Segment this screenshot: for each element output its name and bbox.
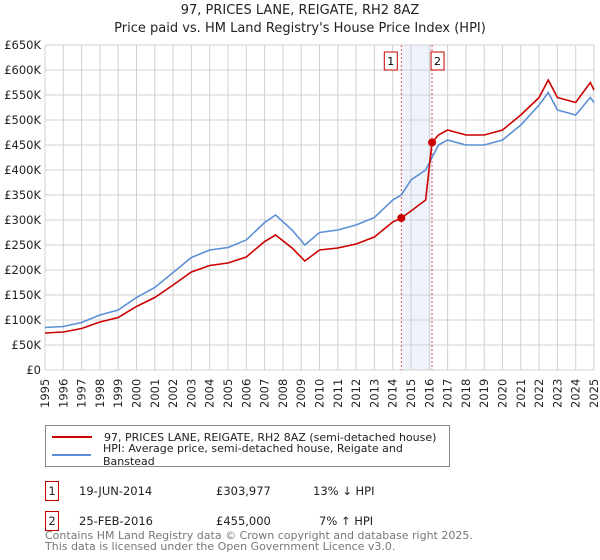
x-tick-label: 2001 [148,379,162,408]
x-tick-label: 2003 [184,379,198,408]
sale-hpi-diff: 7% ↑ HPI [319,514,374,528]
x-tick-label: 2014 [386,379,400,408]
legend-label-property: 97, PRICES LANE, REIGATE, RH2 8AZ (semi-… [104,430,437,444]
sale-flag-label: 1 [387,55,394,68]
y-tick-label: £450K [4,138,41,152]
x-tick-label: 2005 [221,379,235,408]
y-tick-label: £500K [4,113,41,127]
x-tick-label: 2017 [441,379,455,408]
x-tick-label: 2022 [532,379,546,408]
y-tick-label: £300K [4,213,41,227]
x-tick-label: 1998 [93,379,107,408]
property-series-line [44,78,595,334]
y-tick-label: £0 [26,363,41,377]
x-tick-label: 2006 [239,379,253,408]
sale-date: 19-JUN-2014 [79,484,153,498]
x-tick-label: 1997 [75,379,89,408]
x-tick-label: 2023 [550,379,564,408]
chart-subtitle: Price paid vs. HM Land Registry's House … [114,21,486,36]
x-tick-label: 2007 [258,379,272,408]
x-tick-label: 2019 [477,379,491,408]
x-tick-label: 2020 [496,379,510,408]
footer-line: Contains HM Land Registry data © Crown c… [45,529,473,542]
sale-flag-box [430,51,445,71]
x-tick-label: 2013 [367,379,381,408]
x-tick-label: 2009 [294,379,308,408]
x-tick-label: 2010 [313,379,327,408]
y-tick-label: £600K [4,63,41,77]
y-tick-label: £100K [4,313,41,327]
sale-flag-box [383,51,398,71]
x-tick-label: 1999 [111,379,125,408]
x-tick-label: 1996 [56,379,70,408]
sale-price: £455,000 [216,514,271,528]
legend-swatch-property [52,436,92,438]
y-tick-label: £150K [4,288,41,302]
footer-line: This data is licensed under the Open Gov… [45,540,396,553]
sale-hpi-diff: 13% ↓ HPI [313,484,375,498]
y-tick-label: £250K [4,238,41,252]
x-tick-label: 2015 [404,379,418,408]
y-tick-label: £400K [4,163,41,177]
x-tick-label: 2025 [587,379,600,408]
x-tick-label: 2004 [203,379,217,408]
sale-point [397,214,406,223]
y-tick-label: £200K [4,263,41,277]
x-tick-label: 2002 [166,379,180,408]
sale-marker-label: 1 [45,481,59,501]
legend: 97, PRICES LANE, REIGATE, RH2 8AZ (semi-… [45,425,450,468]
y-tick-label: £650K [4,38,41,52]
x-tick-label: 2018 [459,379,473,408]
sale-date: 25-FEB-2016 [79,514,153,528]
sale-flag-label: 2 [434,55,441,68]
x-tick-label: 2021 [514,379,528,408]
y-tick-label: £50K [12,338,42,352]
legend-label-hpi: HPI: Average price, semi-detached house,… [102,442,403,468]
y-tick-label: £550K [4,88,41,102]
hpi-series-line [44,90,595,329]
x-tick-label: 2011 [331,379,345,408]
x-tick-label: 2024 [569,379,583,408]
sale-marker-label: 2 [45,511,59,531]
x-tick-label: 2012 [349,379,363,408]
chart-title: 97, PRICES LANE, REIGATE, RH2 8AZ [180,3,420,18]
sale-point [428,138,437,147]
y-tick-label: £350K [4,188,41,202]
x-tick-label: 1995 [38,379,52,408]
x-tick-label: 2000 [130,379,144,408]
legend-swatch-hpi [52,454,91,456]
price-chart: 1995 1996 1997 1998 1999 2000 2001 2002 2003 2004… [4,38,600,408]
x-tick-label: 2016 [422,379,436,408]
footer: Contains HM Land Registry data © Crown c… [45,530,473,552]
x-tick-label: 2008 [276,379,290,408]
sale-price: £303,977 [216,484,271,498]
